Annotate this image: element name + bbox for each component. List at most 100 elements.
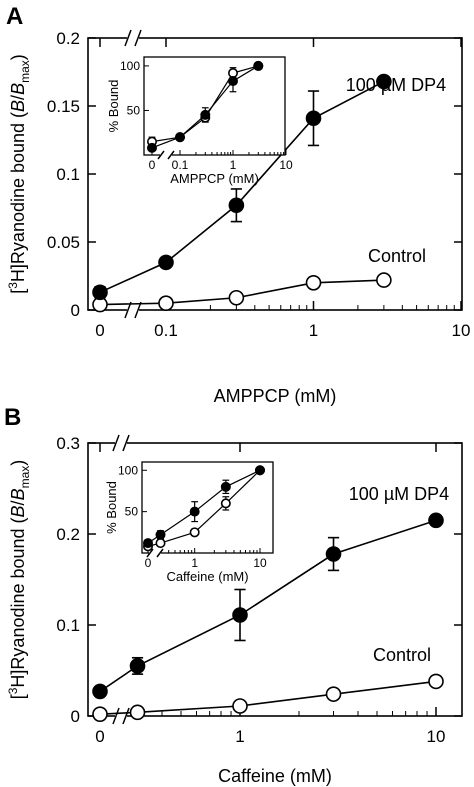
y-axis-label-part: 3: [6, 282, 20, 289]
y-axis-label-part: max: [18, 466, 32, 489]
panel-b-point-open: [325, 686, 342, 702]
y-axis-label-part: B: [8, 100, 28, 112]
panel-a-x-break-bottom-stroke: [134, 301, 142, 319]
panel-b-inset-x-tick-label: 10: [253, 556, 267, 570]
panel-a-point-filled: [92, 284, 108, 301]
panel-a-y-axis-label: [3H]Ryanodine bound (B/Bmax): [6, 54, 32, 294]
y-axis-label-part: /: [8, 500, 28, 505]
panel-a-point-open: [376, 272, 392, 288]
panel-a-x-tick-label: 10: [452, 321, 471, 340]
panel-a-x-axis-label: AMPPCP (mM): [214, 386, 337, 406]
panel-b-x-break-bottom-stroke: [112, 707, 120, 725]
panel-a-point-open: [158, 295, 174, 312]
panel-a-point-filled: [376, 73, 392, 90]
panel-a-inset-x-tick-label: 0: [149, 158, 156, 172]
panel-b-y-tick-label: 0.3: [56, 434, 80, 453]
panel-b-inset-point-filled: [255, 465, 266, 476]
y-axis-label-part: B: [8, 505, 28, 517]
panel-b-inset-point-filled: [143, 538, 154, 549]
panel-a-x-break-top-stroke: [124, 29, 132, 47]
panel-b-x-tick-label: 10: [427, 727, 446, 746]
panel-b-point-open: [428, 673, 444, 690]
panel-b-point-filled: [92, 683, 108, 700]
panel-b-point-open: [129, 704, 146, 721]
y-axis-label-part: [: [8, 694, 28, 699]
panel-a-inset-x-break-stroke: [167, 150, 175, 160]
panel-a-point-filled: [158, 254, 174, 271]
panel-a-y-tick-label: 0.1: [56, 165, 80, 184]
panel-b-inset-point-open: [155, 538, 166, 549]
panel-a-inset-x-break-stroke: [157, 150, 165, 160]
panel-b-inset-point-open: [220, 498, 231, 509]
panel-b-x-break-top-stroke: [122, 434, 130, 452]
panel-b-inset-x-tick-label: 0: [145, 556, 152, 570]
panel-b-y-axis-label: [3H]Ryanodine bound (B/Bmax): [6, 460, 32, 700]
panel-b-x-break-top-stroke: [112, 434, 120, 452]
y-axis-label-part: [: [8, 289, 28, 294]
panel-b-inset-point-filled: [189, 506, 200, 517]
panel-b-x-tick-label: 0: [95, 727, 104, 746]
panel-b-point-filled: [129, 658, 146, 674]
panel-b-plot-frame: [87, 442, 463, 717]
panel-b-point-open: [232, 698, 248, 714]
panel-b-inset-point-filled: [155, 529, 166, 540]
panel-a-inset-point-open: [228, 68, 239, 79]
y-axis-label-part: max: [18, 60, 32, 83]
panel-a-annotation-dp4: 100 µM DP4: [346, 75, 446, 95]
panel-a-inset-point-filled: [253, 60, 264, 71]
panel-a-inset-x-tick-label: 10: [279, 158, 293, 172]
panel-b-inset-x-tick-label: 1: [191, 556, 198, 570]
panel-a-x-tick-label: 1: [309, 321, 318, 340]
panel-a-inset-frame: [143, 56, 286, 156]
panel-b-inset-x-break-stroke: [156, 548, 164, 558]
panel-b-inset-y-axis-label: % Bound: [104, 481, 119, 534]
y-axis-label-part: H]Ryanodine bound (: [8, 112, 28, 282]
panel-b-annotation-control: Control: [373, 645, 431, 665]
panel-a-inset-x-tick-label: 1: [230, 158, 237, 172]
panel-b-x-break-bottom-stroke: [122, 707, 130, 725]
panel-a-point-filled: [228, 197, 245, 214]
panel-a-point-open: [305, 274, 322, 291]
panel-a-inset-point-filled: [147, 142, 158, 153]
panel-a-y-tick-label: 0.2: [56, 29, 80, 48]
panel-a-inset-y-axis-label: % Bound: [106, 80, 121, 133]
panel-b-inset-y-tick-label: 100: [118, 463, 138, 477]
panel-a-y-tick-label: 0.15: [47, 97, 80, 116]
panel-a-letter: A: [6, 3, 23, 30]
panel-b-letter: B: [4, 404, 21, 431]
panel-b-annotation-dp4: 100 µM DP4: [349, 484, 449, 504]
panel-a-inset-y-tick-label: 100: [120, 59, 140, 73]
panel-b-y-tick-label: 0.1: [56, 616, 80, 635]
panel-a-y-tick-label: 0.05: [47, 233, 80, 252]
panel-a-point-filled: [305, 110, 322, 127]
panel-a-point-open: [228, 289, 245, 306]
panel-a-x-tick-label: 0.1: [154, 321, 178, 340]
panel-b-point-filled: [232, 607, 248, 623]
panel-b-x-axis-label: Caffeine (mM): [218, 766, 332, 786]
y-axis-label-part: H]Ryanodine bound (: [8, 517, 28, 687]
panel-a-x-tick-label: 0: [95, 321, 104, 340]
y-axis-label-part: ): [8, 54, 28, 60]
y-axis-label-part: ): [8, 460, 28, 466]
y-axis-label-part: B: [8, 488, 28, 500]
panel-b-inset-point-open: [189, 527, 200, 538]
panel-a-inset-point-filled: [200, 109, 211, 120]
panel-b-y-tick-label: 0: [71, 707, 80, 726]
panel-b-point-filled: [325, 546, 342, 562]
panel-b-x-tick-label: 1: [235, 727, 244, 746]
panel-b-inset-y-tick-label: 50: [125, 505, 139, 519]
y-axis-label-part: B: [8, 83, 28, 95]
panel-b-inset-point-filled: [220, 481, 231, 492]
panel-b-inset-x-break-stroke: [146, 548, 154, 558]
panel-a-x-break-top-stroke: [134, 29, 142, 47]
panel-a-inset-y-tick-label: 50: [127, 103, 141, 117]
panel-a-inset-x-break-gap: [160, 151, 172, 159]
panel-a-inset-x-tick-label: 0.1: [172, 158, 189, 172]
panel-b-point-open: [92, 706, 108, 722]
panel-b-series-line: [99, 680, 437, 715]
panel-a-inset-x-axis-label: AMPPCP (mM): [170, 171, 259, 186]
panel-a-y-tick-label: 0: [71, 301, 80, 320]
